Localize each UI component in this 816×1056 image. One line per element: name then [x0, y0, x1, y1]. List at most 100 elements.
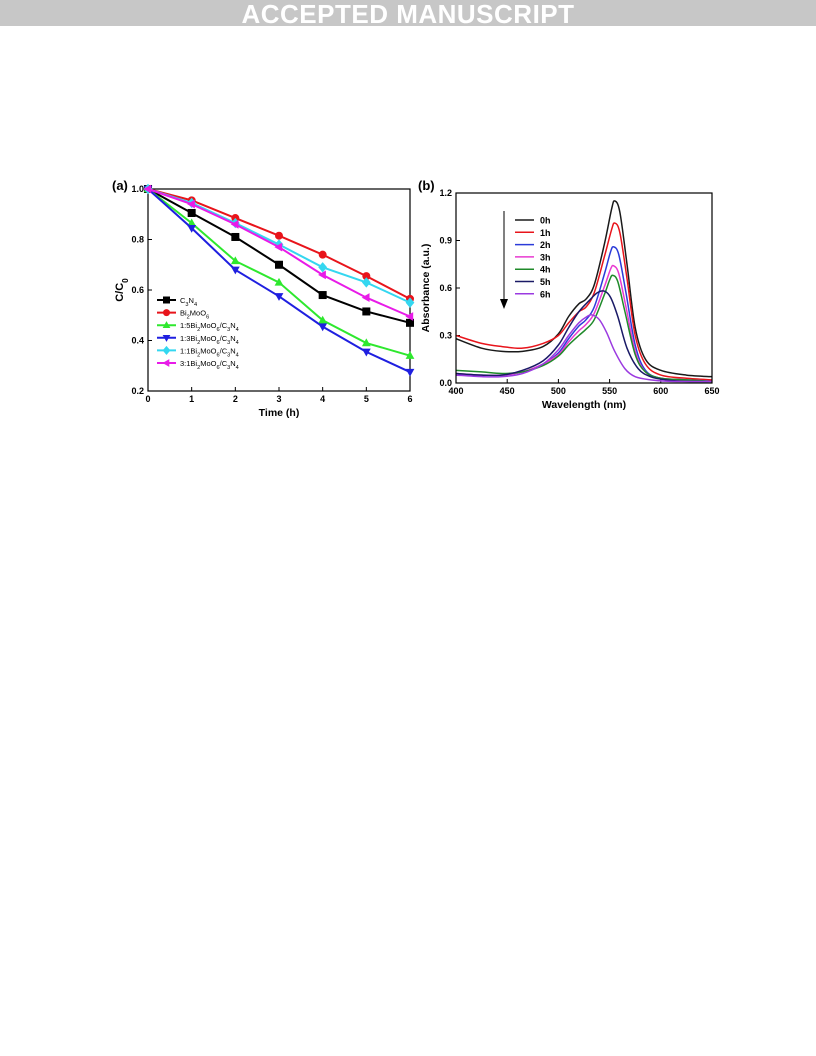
panel-a-ytick-label: 1.0 — [131, 184, 144, 194]
panel-a-xtick-label: 1 — [189, 394, 194, 404]
panel-a-xtick-label: 6 — [407, 394, 412, 404]
series-a-point — [362, 307, 371, 316]
legend-b-label: 6h — [540, 289, 551, 299]
legend-a-marker — [163, 296, 170, 304]
legend-a-marker — [162, 345, 171, 355]
panel-b-ylabel: Absorbance (a.u.) — [420, 244, 432, 333]
panel-b-ytick-label: 0.3 — [439, 331, 452, 341]
legend-a-label: 1:1Bi2MoO6/C3N4 — [180, 346, 239, 358]
banner-text: ACCEPTED MANUSCRIPT — [241, 0, 575, 29]
legend-a-marker — [162, 321, 171, 328]
panel-b-xtick-label: 500 — [551, 386, 566, 396]
series-a-5 — [143, 184, 414, 321]
panel-b-ytick-label: 1.2 — [439, 188, 452, 198]
panel-a-xtick-label: 5 — [364, 394, 369, 404]
legend-a-label: 3:1Bi2MoO6/C3N4 — [180, 359, 239, 371]
panel-b-xtick-label: 400 — [448, 386, 463, 396]
series-b-3 — [456, 264, 712, 383]
series-a-point — [275, 260, 283, 269]
panel-a-ytick-label: 0.6 — [131, 285, 144, 295]
series-a-point — [405, 312, 414, 321]
series-a-point — [361, 338, 371, 347]
panel-b-xlabel: Wavelength (nm) — [542, 399, 626, 411]
series-a-point — [361, 293, 370, 302]
panel-a-ylabel: C/C0 — [114, 278, 130, 302]
panel-a-xtick-label: 4 — [320, 394, 325, 404]
legend-a-label: Bi2MoO6 — [180, 309, 209, 321]
series-a-point — [230, 266, 240, 275]
panel-a-xlabel: Time (h) — [259, 407, 300, 419]
series-a-point — [318, 315, 328, 324]
legend-a-label: C3N4 — [180, 296, 197, 308]
panel-b-ytick-label: 0.9 — [439, 236, 452, 246]
series-a-point — [318, 250, 327, 259]
series-a-2 — [143, 184, 415, 359]
arrow-head — [500, 299, 508, 309]
panel-a: 0 1 2 3 4 5 6 0.2 0.4 0.6 0.8 1.0(a) Time (h) C/C0 C3N… — [112, 178, 415, 419]
panel-a-ytick-label: 0.2 — [131, 386, 144, 396]
series-a-point — [361, 277, 371, 288]
legend-b-label: 0h — [540, 216, 551, 226]
legend-b-label: 3h — [540, 252, 551, 262]
series-a-point — [230, 219, 239, 229]
legend-a-marker — [162, 359, 170, 367]
series-a-point — [274, 277, 284, 286]
series-a-3 — [143, 185, 415, 377]
series-a-point — [187, 199, 195, 209]
legend-a-label: 1:5Bi2MoO6/C3N4 — [180, 321, 239, 333]
panel-b-xtick-label: 450 — [500, 386, 515, 396]
series-a-point — [231, 232, 240, 241]
panel-a-ytick-label: 0.4 — [131, 336, 144, 346]
series-a-point — [318, 262, 328, 273]
legend-b-label: 2h — [540, 240, 551, 250]
series-a-point — [405, 351, 415, 359]
panel-a-label: (a) — [112, 178, 128, 193]
series-a-point — [405, 297, 415, 308]
panel-b-ytick-label: 0.0 — [439, 378, 452, 388]
series-a-point — [318, 270, 326, 280]
panel-b: 400 450 500 550 600 650 0.0 0.3 0.6 0.9 1.2 (b) Wave… — [418, 178, 720, 411]
legend-a-marker — [163, 309, 170, 317]
panel-a-xtick-label: 3 — [276, 394, 281, 404]
series-b-4 — [456, 274, 712, 383]
panel-b-xtick-label: 600 — [653, 386, 668, 396]
series-a-point — [318, 291, 327, 300]
panel-b-frame — [455, 192, 713, 384]
series-a-point — [275, 231, 283, 240]
series-b-6 — [456, 314, 712, 383]
series-a-point — [361, 348, 371, 357]
series-a-point — [187, 218, 197, 227]
panel-b-ytick-label: 0.6 — [439, 283, 452, 293]
series-a-point — [406, 318, 414, 327]
series-a-point — [230, 256, 240, 265]
series-a-point — [274, 242, 283, 252]
series-a-point — [318, 323, 328, 332]
panel-a-xtick-label: 2 — [233, 394, 238, 404]
legend-a-label: 1:3Bi2MoO6/C3N4 — [180, 334, 239, 346]
series-a-point — [362, 272, 371, 281]
legend-b-label: 5h — [540, 277, 551, 287]
panel-b-arrow — [500, 211, 508, 309]
legend-b-label: 1h — [540, 228, 551, 238]
panel-b-legend: 0h 1h 2h 3h 4h 5h 6h — [515, 216, 551, 299]
series-b-5 — [456, 290, 712, 383]
panel-a-legend: C3N4Bi2MoO61:5Bi2MoO6/C3N41:3Bi2MoO6/C3N… — [157, 296, 239, 371]
series-a-point — [405, 368, 415, 377]
accepted-manuscript-banner: ACCEPTED MANUSCRIPT — [0, 0, 816, 29]
series-a-point — [187, 208, 196, 217]
panel-b-xtick-label: 650 — [704, 386, 719, 396]
panel-a-ytick-label: 0.8 — [131, 235, 144, 245]
legend-b-label: 4h — [540, 265, 551, 275]
panel-b-xtick-label: 550 — [602, 386, 617, 396]
legend-a-marker — [162, 335, 171, 342]
series-a-line — [147, 188, 411, 357]
series-b-1 — [456, 222, 712, 381]
panel-b-label: (b) — [418, 178, 435, 193]
panel-b-curves — [456, 200, 712, 383]
series-b-0 — [456, 200, 712, 378]
panel-a-xtick-label: 0 — [145, 394, 150, 404]
series-a-point — [274, 293, 284, 301]
series-a-point — [187, 224, 197, 233]
series-a-point — [143, 184, 152, 194]
